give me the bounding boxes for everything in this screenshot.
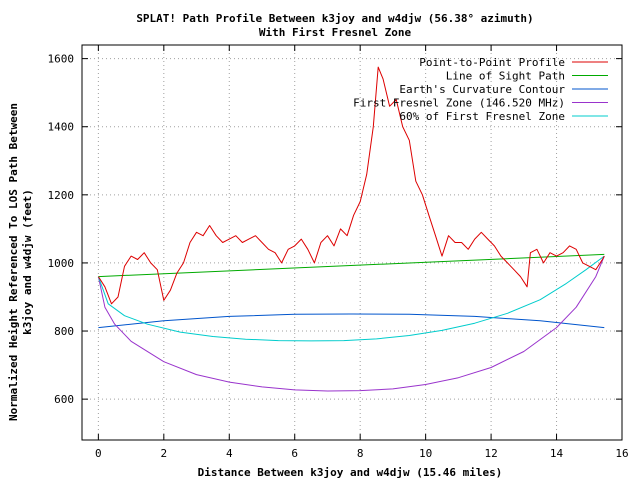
series-line [98,253,605,278]
series-line [97,66,605,305]
y-tick-label: 600 [54,393,74,406]
chart-title: SPLAT! Path Profile Between k3joy and w4… [136,12,533,25]
y-tick-label: 1200 [48,189,75,202]
y-tick-label: 800 [54,325,74,338]
y-tick-label: 1400 [48,121,75,134]
x-tick-label: 4 [226,447,233,460]
legend-label: Earth's Curvature Contour [399,83,565,96]
x-tick-label: 10 [419,447,432,460]
x-tick-label: 14 [550,447,564,460]
legend-label: 60% of First Fresnel Zone [399,110,565,123]
y-axis-label-line2: k3joy and w4djw (feet) [21,189,34,335]
y-tick-label: 1000 [48,257,75,270]
x-tick-label: 8 [357,447,364,460]
x-axis-label: Distance Between k3joy and w4djw (15.46 … [198,466,503,479]
x-tick-label: 12 [484,447,497,460]
legend-label: Point-to-Point Profile [419,56,565,69]
y-tick-label: 1600 [48,53,75,66]
x-tick-label: 2 [161,447,168,460]
legend-label: First Fresnel Zone (146.520 MHz) [353,97,565,110]
x-tick-label: 0 [95,447,102,460]
plot-frame [81,44,623,441]
x-tick-label: 6 [291,447,298,460]
series-layer [97,66,605,392]
chart-subtitle: With First Fresnel Zone [259,26,412,39]
x-tick-label: 16 [615,447,628,460]
ticks: 0 2 4 6 8 10 12 14 16 600 800 1000 1200 1400 1600 [48,45,629,460]
legend-label: Line of Sight Path [446,70,565,83]
series-line [97,255,605,392]
y-axis-label-line1: Normalized Height Referenced To LOS Path… [7,103,20,421]
series-line [97,255,605,342]
series-line [98,313,605,329]
